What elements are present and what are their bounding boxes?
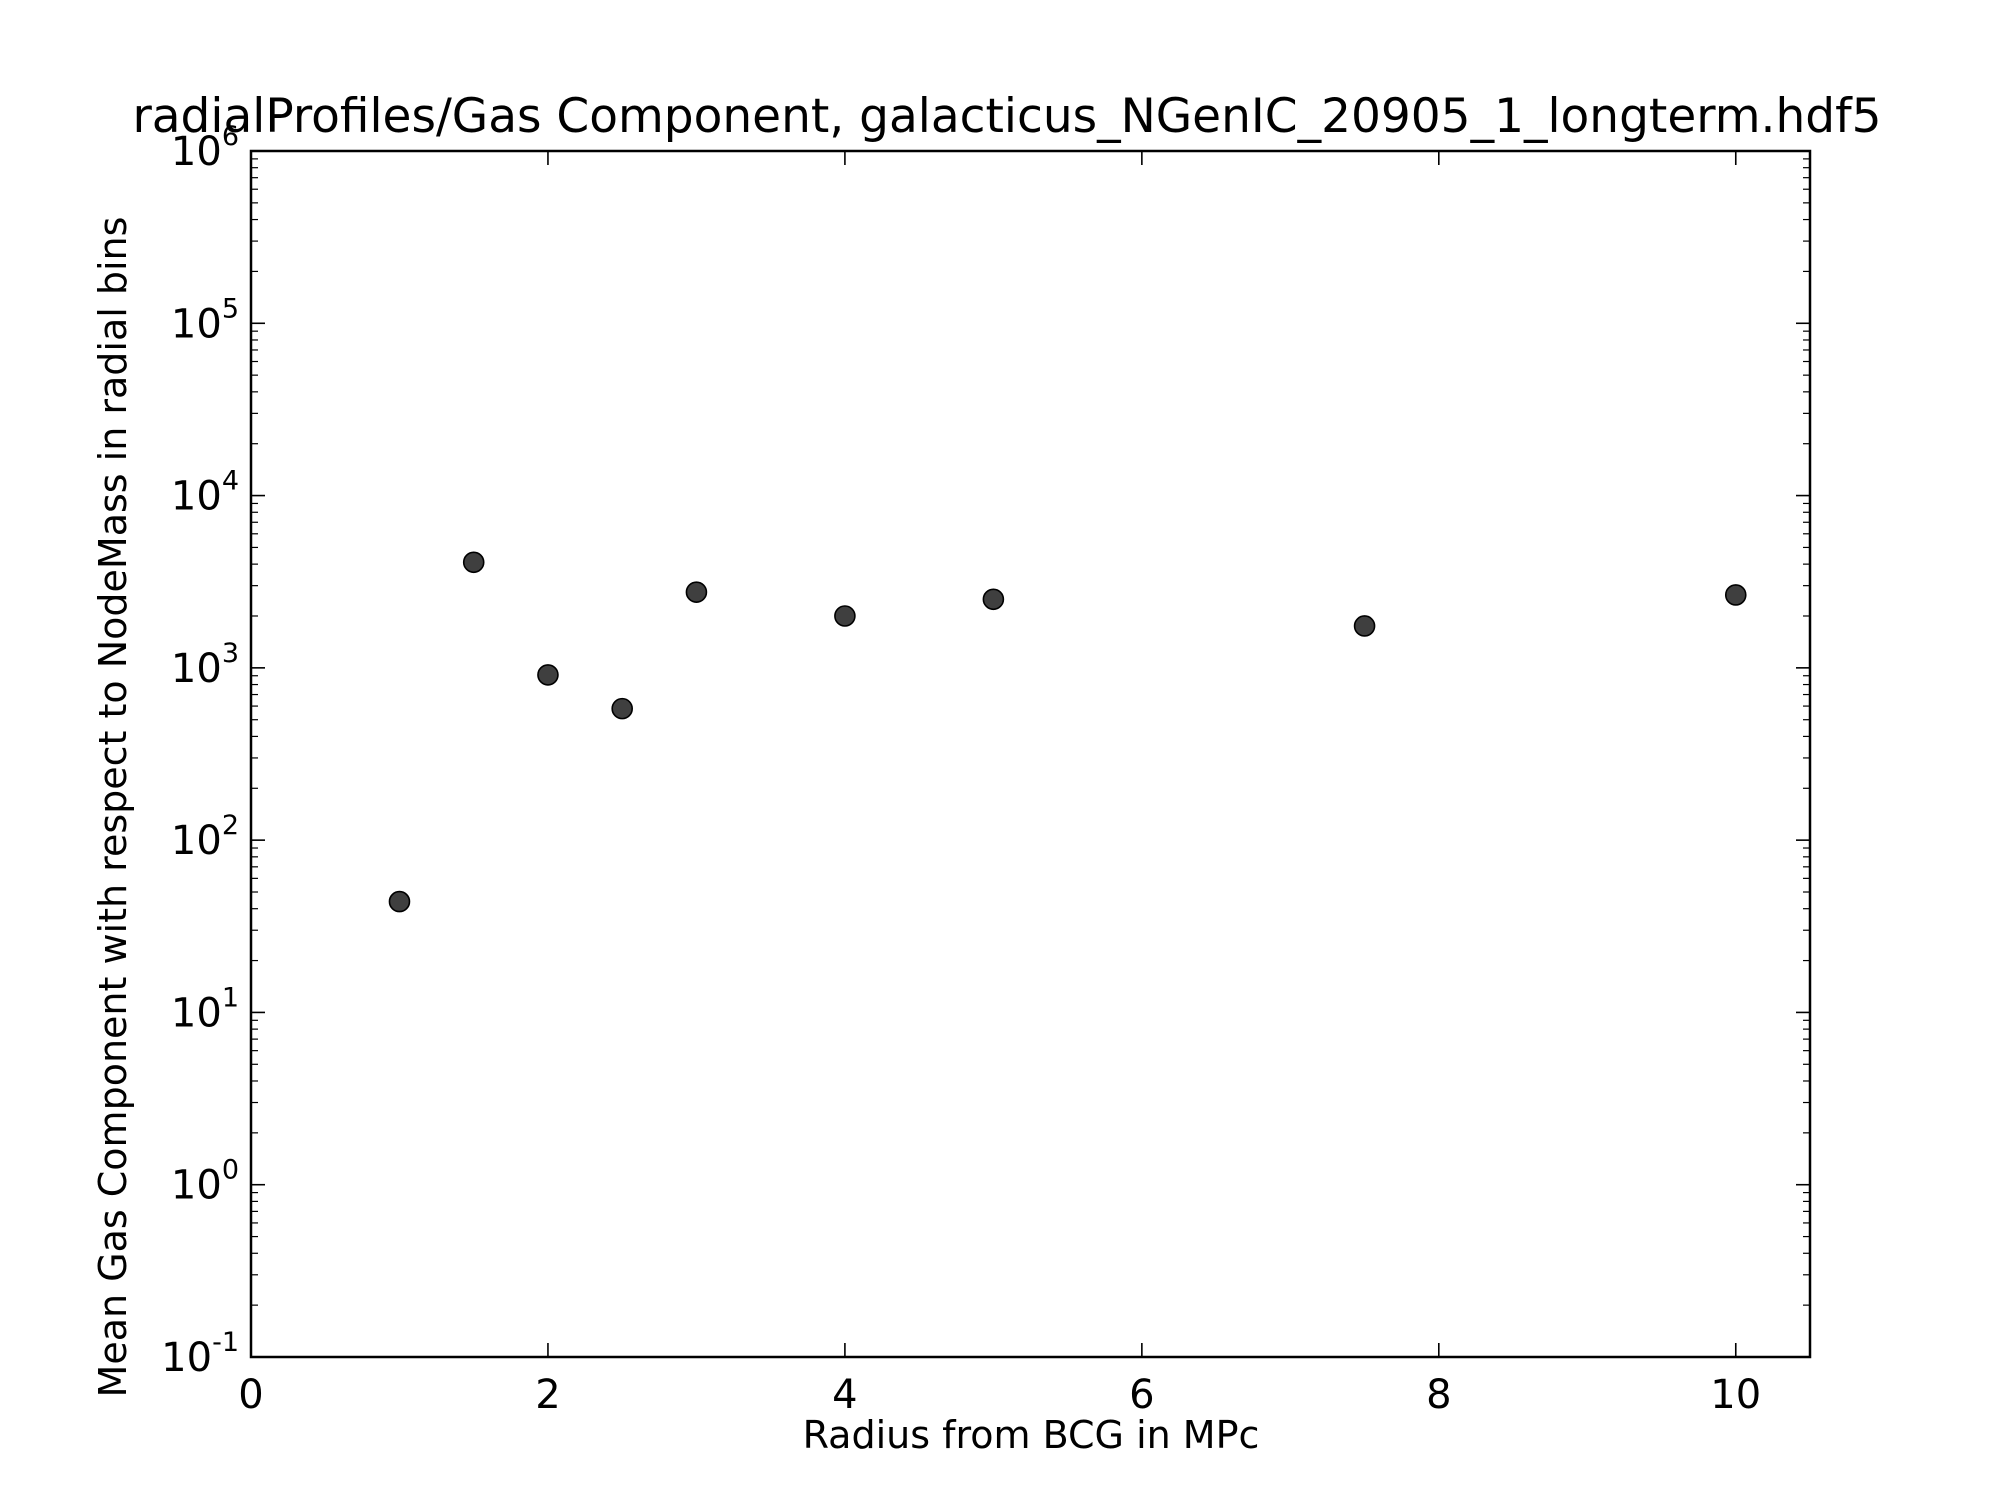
y-tick-base: 10 <box>171 129 222 175</box>
data-point <box>685 581 708 603</box>
y-tick-base: 10 <box>171 1163 222 1209</box>
x-tick-label: 2 <box>535 1372 560 1418</box>
y-tick-base: 10 <box>171 301 222 347</box>
y-tick-exponent: 0 <box>222 1155 239 1186</box>
y-tick-base: 10 <box>171 474 222 520</box>
y-tick-exponent: -1 <box>212 1327 239 1358</box>
data-point <box>1724 584 1747 606</box>
y-tick-exponent: 4 <box>222 466 239 497</box>
x-tick-label: 6 <box>1129 1372 1154 1418</box>
x-tick-label: 10 <box>1710 1372 1761 1418</box>
data-point <box>388 890 411 913</box>
data-point <box>611 697 633 720</box>
data-point <box>834 605 856 627</box>
y-tick-base: 10 <box>161 1335 212 1381</box>
axes-frame <box>249 149 1812 1359</box>
data-point <box>1353 615 1376 637</box>
y-tick-label: 104 <box>171 466 239 520</box>
data-point <box>537 664 559 686</box>
y-tick-base: 10 <box>171 818 222 864</box>
data-point <box>462 551 485 574</box>
y-tick-label: 105 <box>171 293 239 347</box>
y-tick-label: 101 <box>171 982 239 1036</box>
y-tick-base: 10 <box>171 646 222 692</box>
y-tick-exponent: 1 <box>222 982 239 1013</box>
data-point <box>982 588 1005 611</box>
y-tick-base: 10 <box>171 990 222 1036</box>
x-axis-label: Radius from BCG in MPc <box>803 1413 1260 1457</box>
y-tick-exponent: 6 <box>222 121 239 152</box>
y-tick-label: 106 <box>171 121 239 175</box>
y-tick-exponent: 2 <box>222 810 239 841</box>
y-tick-label: 10-1 <box>161 1327 239 1381</box>
x-tick-label: 8 <box>1426 1372 1451 1418</box>
x-tick-label: 4 <box>832 1372 857 1418</box>
y-tick-label: 102 <box>171 810 239 864</box>
y-tick-label: 103 <box>171 638 239 692</box>
x-tick-label: 0 <box>238 1372 263 1418</box>
y-tick-exponent: 3 <box>222 638 239 669</box>
y-axis-label: Mean Gas Component with respect to NodeM… <box>91 217 135 1398</box>
chart-title: radialProfiles/Gas Component, galacticus… <box>132 89 1881 144</box>
y-tick-label: 100 <box>171 1155 239 1209</box>
y-tick-exponent: 5 <box>222 293 239 324</box>
